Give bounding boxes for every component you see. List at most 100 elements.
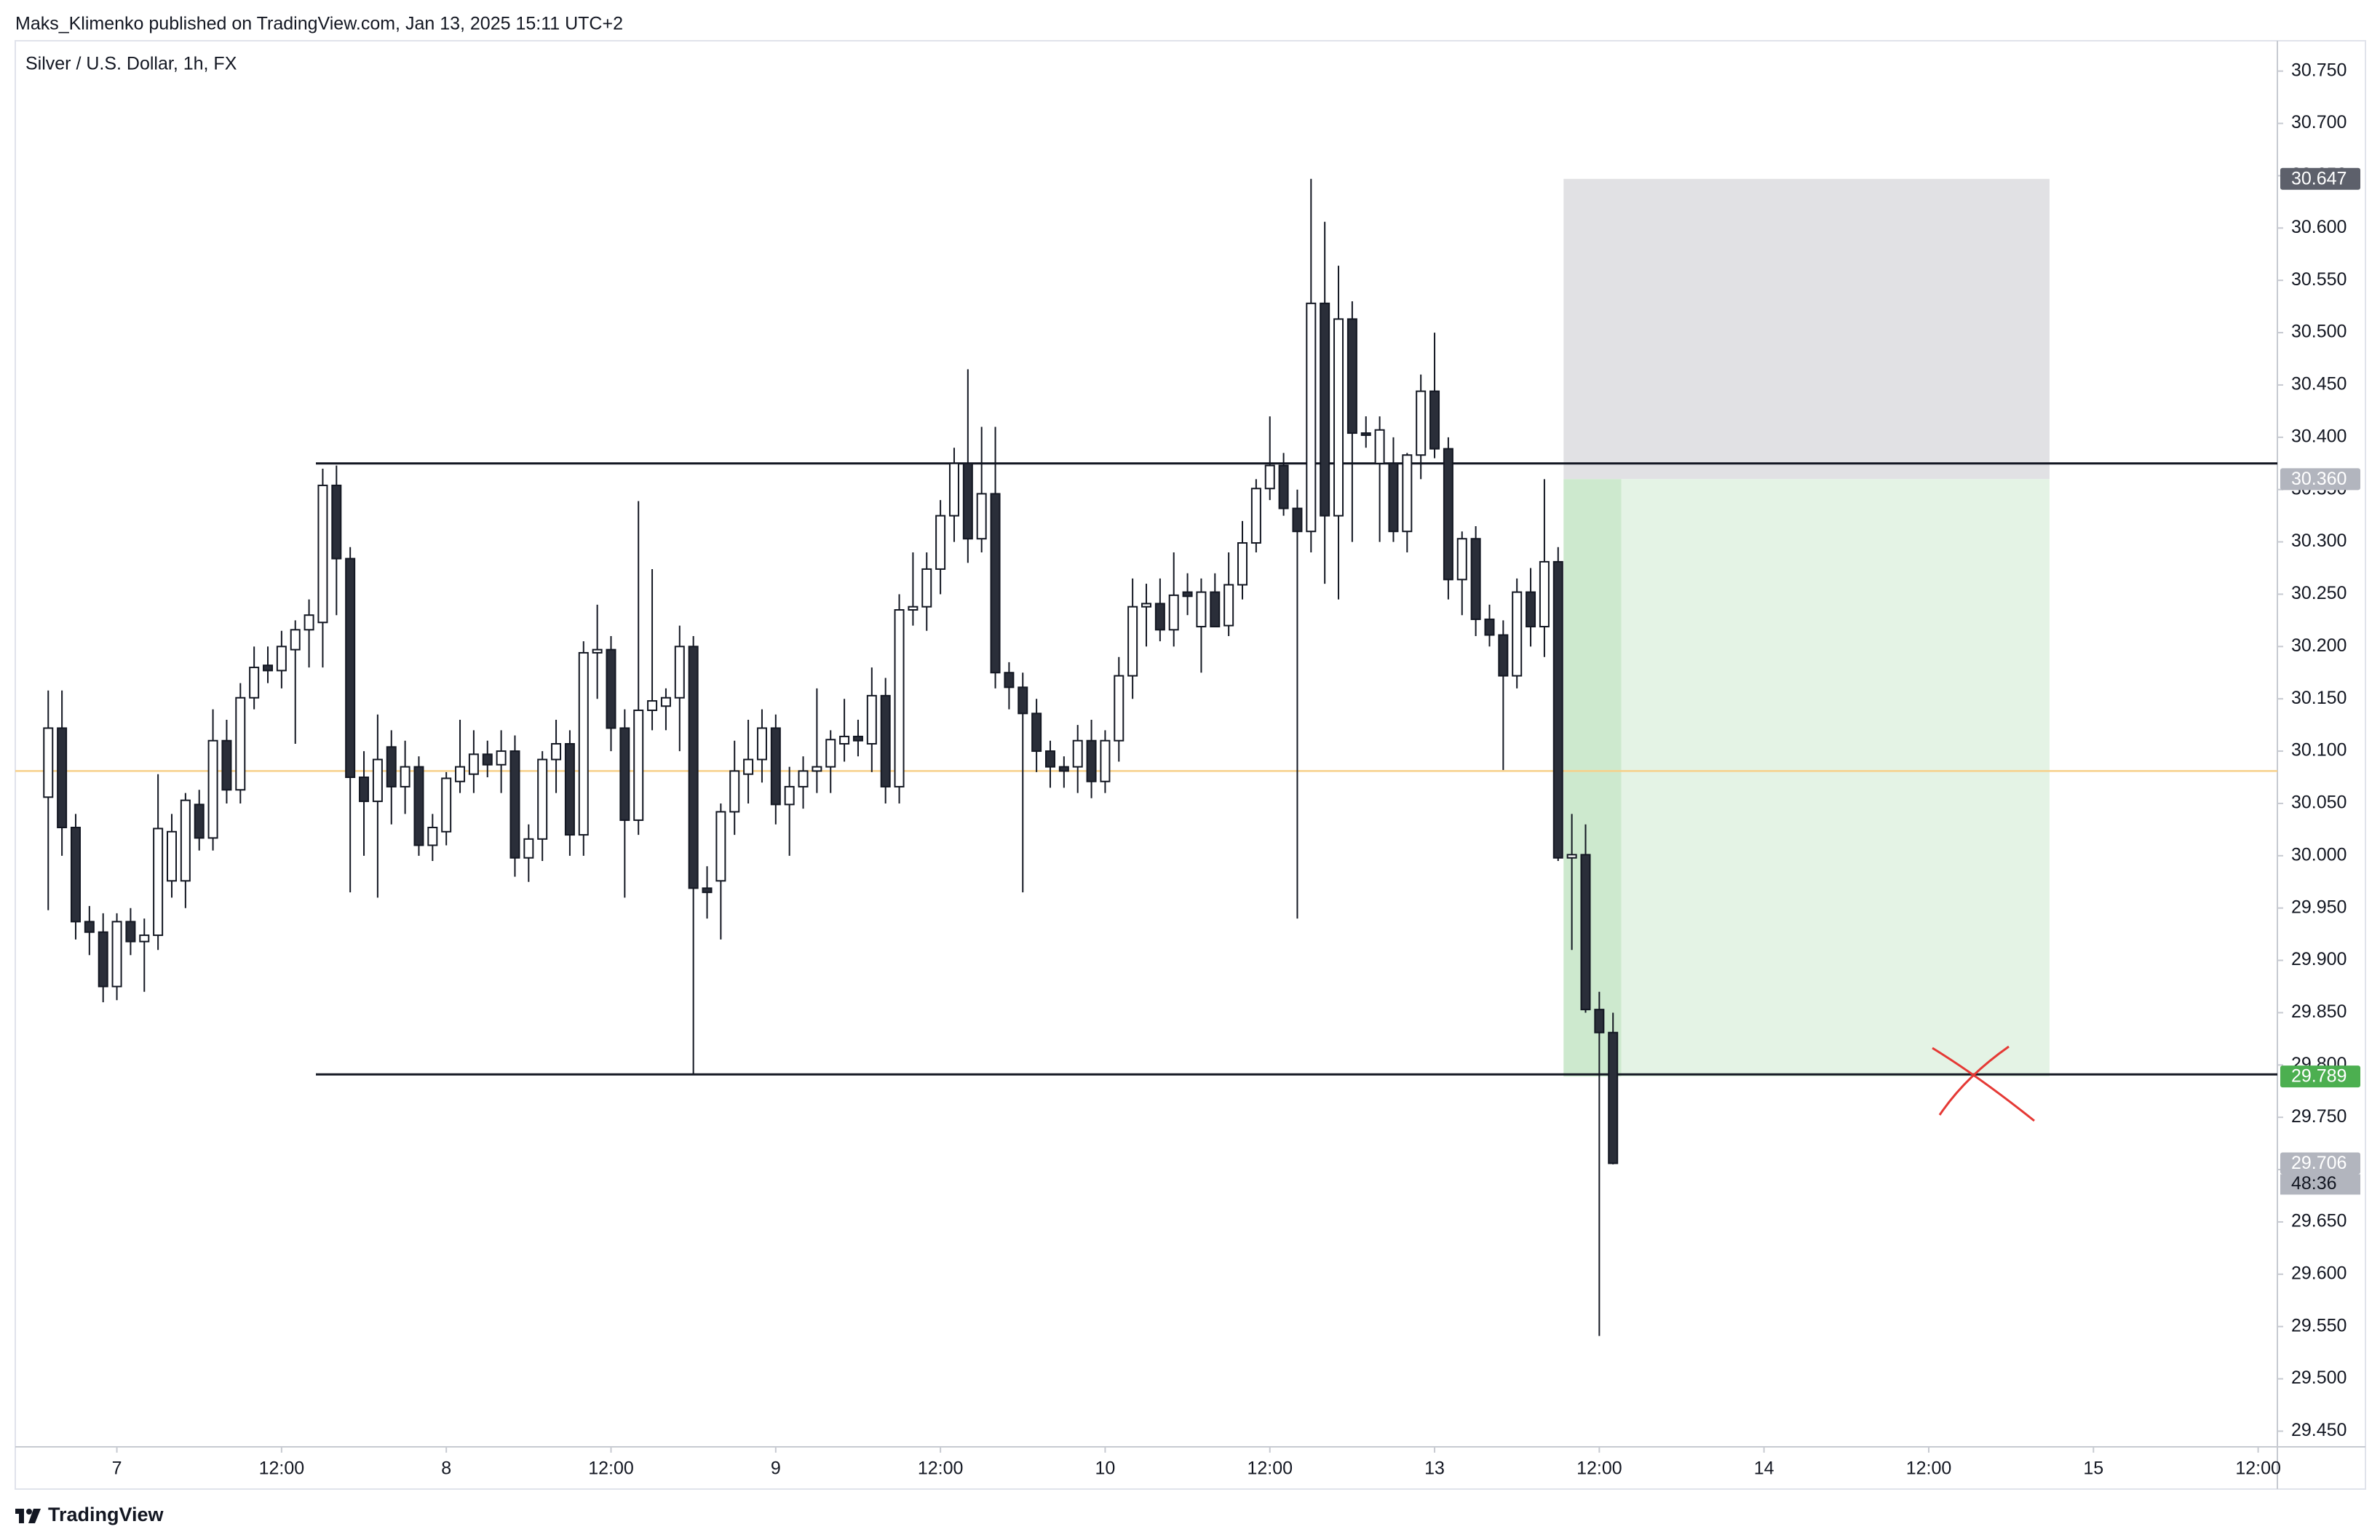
candle-body bbox=[1210, 591, 1221, 627]
x-tick-label: 7 bbox=[112, 1458, 122, 1479]
candle-body bbox=[1196, 591, 1207, 627]
candle-body bbox=[125, 921, 136, 942]
candle-body bbox=[111, 921, 122, 988]
candle-body bbox=[153, 827, 164, 937]
candle-body bbox=[578, 651, 589, 836]
y-tick-label: 29.950 bbox=[2291, 897, 2347, 917]
candle-body bbox=[935, 515, 946, 570]
candle-body bbox=[84, 921, 95, 933]
candle-body bbox=[1416, 390, 1427, 456]
y-tick-label: 30.500 bbox=[2291, 322, 2347, 342]
candle-body bbox=[1512, 591, 1523, 677]
candle-body bbox=[633, 710, 644, 821]
x-tick-label: 12:00 bbox=[1247, 1458, 1293, 1479]
candle-body bbox=[400, 766, 410, 787]
candle-body bbox=[1018, 686, 1028, 715]
candle-body bbox=[98, 931, 108, 988]
candle-body bbox=[1429, 390, 1440, 450]
candle-body bbox=[908, 606, 919, 611]
publisher: Maks_Klimenko published on TradingView.c… bbox=[15, 14, 623, 34]
y-tick-label: 30.550 bbox=[2291, 269, 2347, 290]
candle-body bbox=[756, 727, 767, 761]
candle-body bbox=[1580, 854, 1591, 1011]
candle-body bbox=[386, 746, 397, 787]
y-tick-label: 29.850 bbox=[2291, 1001, 2347, 1022]
candle-body bbox=[372, 758, 383, 803]
candle-body bbox=[57, 727, 68, 828]
candle-body bbox=[1100, 739, 1111, 782]
candle-body bbox=[1484, 618, 1495, 636]
candle-body bbox=[702, 887, 713, 894]
candle-body bbox=[1306, 302, 1317, 533]
candle-body bbox=[1237, 542, 1248, 586]
x-tick-label: 12:00 bbox=[2235, 1458, 2281, 1479]
y-tick-label: 29.500 bbox=[2291, 1368, 2347, 1388]
candle-body bbox=[880, 694, 891, 787]
candle-body bbox=[852, 735, 863, 742]
price-badge bbox=[2280, 1152, 2360, 1175]
candle-body bbox=[1058, 766, 1069, 772]
x-tick-label: 12:00 bbox=[1906, 1458, 1952, 1479]
candle-body bbox=[1086, 739, 1097, 782]
x-tick-label: 9 bbox=[771, 1458, 781, 1479]
countdown-badge bbox=[2280, 1174, 2360, 1195]
candle-body bbox=[1456, 538, 1467, 581]
brand: TradingView bbox=[48, 1504, 164, 1525]
candle-body bbox=[276, 646, 287, 672]
candle-body bbox=[976, 493, 987, 540]
x-tick-label: 8 bbox=[441, 1458, 451, 1479]
price-badge bbox=[2280, 1065, 2360, 1088]
panel-border bbox=[15, 40, 2366, 1490]
y-tick-label: 30.600 bbox=[2291, 217, 2347, 237]
x-tick-label: 14 bbox=[1754, 1458, 1774, 1479]
candle-body bbox=[990, 493, 1001, 674]
price-badge bbox=[2280, 167, 2360, 190]
y-tick-label: 29.650 bbox=[2291, 1211, 2347, 1231]
candle-body bbox=[715, 811, 726, 882]
candle-body bbox=[70, 827, 81, 923]
candle-body bbox=[1539, 560, 1550, 627]
candle-body bbox=[660, 696, 671, 707]
stop-zone bbox=[1563, 178, 2050, 480]
logo-part bbox=[26, 1509, 32, 1515]
brand-logo bbox=[15, 1509, 41, 1523]
y-tick-label: 30.000 bbox=[2291, 844, 2347, 865]
candle-body bbox=[537, 758, 548, 840]
candle-body bbox=[812, 766, 822, 772]
y-tick-label: 29.750 bbox=[2291, 1106, 2347, 1127]
x-tick-label: 15 bbox=[2083, 1458, 2103, 1479]
candle-body bbox=[1552, 560, 1563, 859]
y-tick-label: 30.300 bbox=[2291, 531, 2347, 551]
candle-body bbox=[1402, 454, 1413, 533]
chart-title: Silver / U.S. Dollar, 1h, FX bbox=[25, 54, 237, 74]
cross-stroke bbox=[1938, 1045, 2010, 1116]
candle-body bbox=[496, 750, 507, 766]
candle-body bbox=[948, 462, 959, 517]
cross-stroke bbox=[1932, 1047, 2035, 1122]
y-tick-label: 30.700 bbox=[2291, 112, 2347, 132]
y-tick-label: 30.400 bbox=[2291, 426, 2347, 446]
candle-body bbox=[1498, 634, 1509, 677]
candle-body bbox=[263, 664, 274, 672]
candle-body bbox=[235, 696, 246, 791]
candle-body bbox=[1044, 750, 1055, 768]
candle-body bbox=[551, 743, 562, 761]
candle-body bbox=[139, 934, 150, 942]
candle-body bbox=[798, 770, 809, 787]
candle-body bbox=[688, 646, 699, 889]
candle-body bbox=[894, 609, 905, 787]
y-tick-label: 29.450 bbox=[2291, 1420, 2347, 1440]
candle-body bbox=[1182, 591, 1193, 598]
candle-body bbox=[1374, 429, 1385, 464]
candle-body bbox=[619, 727, 630, 821]
candle-body bbox=[413, 766, 424, 846]
candle-body bbox=[317, 484, 328, 624]
candle-body bbox=[304, 614, 314, 631]
candle-body bbox=[592, 648, 603, 654]
candle-body bbox=[1594, 1009, 1605, 1033]
price-badge-label: 29.789 bbox=[2291, 1066, 2347, 1087]
candle-body bbox=[180, 799, 191, 882]
candle-body bbox=[523, 838, 534, 859]
candle-body bbox=[331, 484, 342, 560]
candle-body bbox=[1278, 464, 1289, 509]
